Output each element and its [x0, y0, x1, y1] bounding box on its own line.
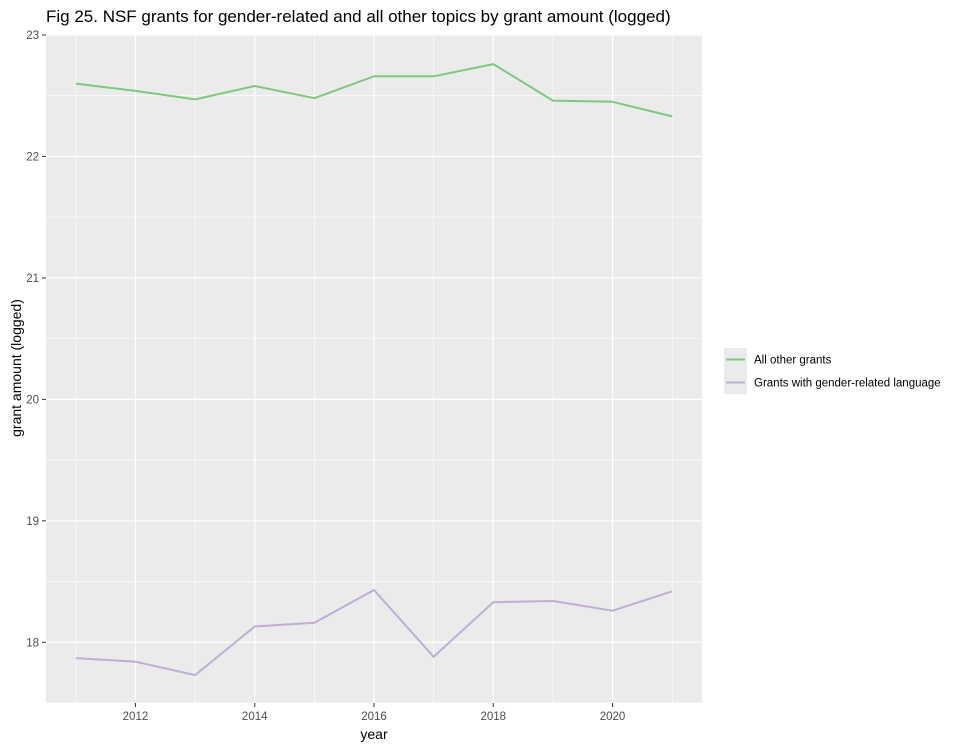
- x-tick-label: 2018: [480, 711, 506, 723]
- legend-label-1: All other grants: [754, 355, 832, 367]
- y-tick-label: 18: [26, 637, 39, 649]
- y-tick-label: 20: [26, 394, 39, 406]
- x-tick-label: 2020: [600, 711, 626, 723]
- y-tick-label: 23: [26, 30, 39, 42]
- series-lines: [75, 63, 673, 677]
- major-gridlines: [46, 34, 702, 703]
- y-tick-label: 22: [26, 151, 39, 163]
- series-line-1: [75, 63, 673, 118]
- y-axis-ticks: 18 19 20 21 22 23: [26, 30, 46, 649]
- y-axis-label: grant amount (logged): [8, 299, 24, 437]
- x-tick-label: 2016: [361, 711, 387, 723]
- series-line-2: [75, 589, 673, 677]
- legend: All other grants Grants with gender-relat…: [724, 348, 941, 394]
- x-axis-ticks: 2012 2014 2016 2018 2020: [123, 703, 626, 723]
- y-tick-label: 21: [26, 273, 39, 285]
- x-tick-label: 2014: [242, 711, 268, 723]
- x-axis-label: year: [360, 726, 388, 742]
- legend-label-2: Grants with gender-related language: [754, 378, 941, 390]
- x-tick-label: 2012: [123, 711, 149, 723]
- chart-title: Fig 25. NSF grants for gender-related an…: [46, 7, 671, 26]
- y-tick-label: 19: [26, 516, 39, 528]
